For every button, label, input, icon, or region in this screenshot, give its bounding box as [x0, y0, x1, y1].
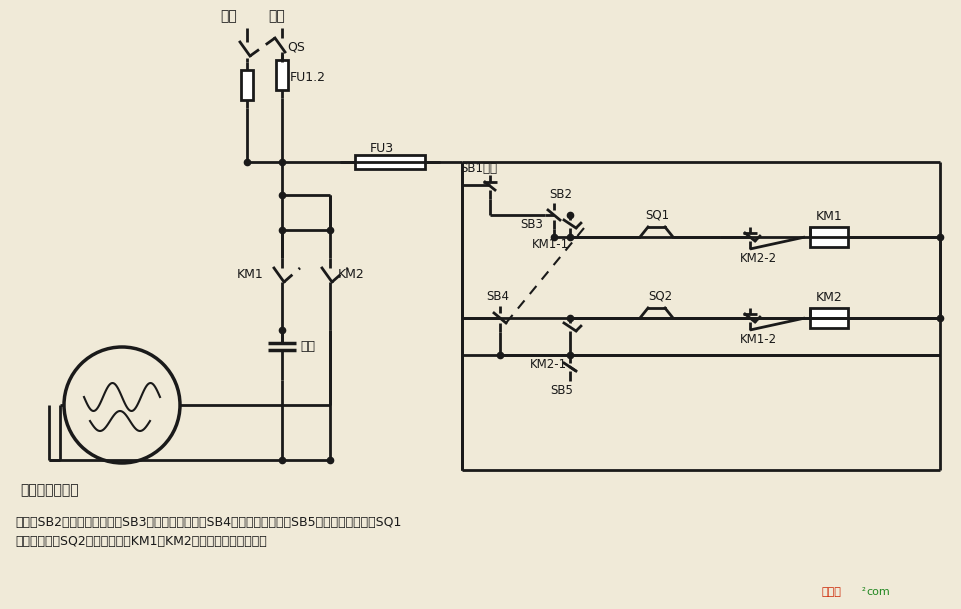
Text: 接线图: 接线图	[821, 587, 841, 597]
Text: FU3: FU3	[370, 141, 394, 155]
Text: SQ1: SQ1	[644, 208, 669, 222]
Text: ²: ²	[861, 587, 865, 597]
Text: SB2: SB2	[549, 189, 572, 202]
Text: KM2-2: KM2-2	[739, 253, 776, 266]
Text: 说明：SB2为上升启动按鈕，SB3为上升点动按鈕，SB4为下降启动按鈕，SB5为下降点动按鈕；SQ1: 说明：SB2为上升启动按鈕，SB3为上升点动按鈕，SB4为下降启动按鈕，SB5为…	[15, 516, 401, 529]
Bar	[809, 227, 847, 247]
Bar	[241, 70, 253, 100]
Text: QS: QS	[286, 41, 305, 54]
Text: SB3: SB3	[520, 219, 542, 231]
Text: com: com	[865, 587, 889, 597]
Text: 单相电容电动机: 单相电容电动机	[20, 483, 79, 497]
Text: SB5: SB5	[550, 384, 573, 398]
Text: SB1停止: SB1停止	[459, 161, 497, 175]
Text: KM1-2: KM1-2	[739, 334, 776, 347]
Text: 为最高限位，SQ2为最低限位。KM1、KM2可用中间继电器代替。: 为最高限位，SQ2为最低限位。KM1、KM2可用中间继电器代替。	[15, 535, 266, 549]
Text: SB4: SB4	[485, 289, 508, 303]
Bar	[809, 308, 847, 328]
Text: 火线: 火线	[220, 9, 236, 23]
Text: KM2-1: KM2-1	[530, 359, 567, 371]
Bar	[355, 155, 425, 169]
Text: 电容: 电容	[300, 340, 314, 353]
Text: SQ2: SQ2	[648, 289, 672, 303]
Text: KM1: KM1	[236, 269, 263, 281]
Text: FU1.2: FU1.2	[289, 71, 326, 83]
Text: KM1-1: KM1-1	[531, 239, 569, 252]
Text: 零线: 零线	[268, 9, 284, 23]
Text: KM1: KM1	[815, 210, 842, 223]
Text: KM2: KM2	[815, 291, 842, 304]
Text: KM2: KM2	[337, 269, 364, 281]
Bar	[276, 60, 287, 90]
